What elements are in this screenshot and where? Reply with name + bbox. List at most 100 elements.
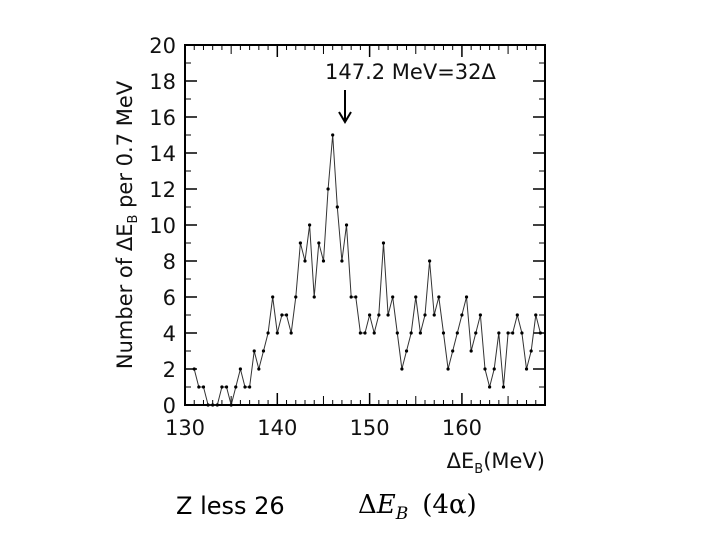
data-point	[386, 313, 390, 317]
data-point	[234, 385, 238, 389]
y-tick-label: 12	[149, 178, 176, 202]
caption-left: Z less 26	[176, 492, 285, 520]
y-tick-label: 10	[149, 214, 176, 238]
caption-paren: (4α)	[422, 490, 477, 520]
data-point	[201, 385, 206, 389]
x-tick-label: 160	[442, 416, 482, 440]
data-point	[400, 367, 404, 371]
y-tick-label: 8	[163, 250, 176, 274]
data-point	[238, 367, 242, 371]
y-tick-label: 14	[149, 142, 176, 166]
caption-var: E	[376, 490, 396, 520]
data-point	[363, 331, 367, 335]
data-point	[497, 331, 501, 335]
data-point	[215, 403, 219, 407]
data-point	[271, 295, 275, 299]
x-tick-label: 130	[165, 416, 205, 440]
data-point	[331, 133, 335, 137]
data-point	[257, 367, 261, 371]
data-point	[423, 313, 427, 317]
data-point	[335, 205, 339, 209]
x-axis-title: ΔEB(MeV)	[447, 449, 545, 477]
x-tick-label: 150	[350, 416, 390, 440]
data-point	[220, 385, 224, 389]
data-point	[506, 331, 510, 335]
data-point	[261, 349, 266, 353]
data-point	[317, 241, 321, 245]
data-point	[451, 349, 455, 353]
data-point	[538, 331, 542, 335]
data-point	[520, 331, 524, 335]
data-point	[478, 313, 482, 317]
data-point	[418, 331, 422, 335]
data-point	[224, 385, 229, 389]
peak-arrow	[338, 90, 352, 124]
data-point	[409, 331, 413, 335]
y-tick-label: 4	[163, 322, 176, 346]
data-point	[492, 367, 496, 371]
series-line	[193, 134, 541, 407]
data-point	[211, 403, 215, 407]
caption-right: ΔEB (4α)	[358, 490, 477, 524]
y-tick-label: 6	[163, 286, 176, 310]
data-point	[308, 223, 312, 227]
data-point	[441, 331, 446, 335]
data-point	[404, 349, 409, 353]
y-tick-label: 20	[149, 34, 176, 58]
data-point	[243, 385, 247, 389]
data-point	[381, 241, 386, 245]
peak-annotation: 147.2 MeV=32Δ	[325, 60, 497, 84]
data-point	[501, 385, 506, 389]
data-point	[289, 331, 293, 335]
data-point	[229, 403, 233, 407]
data-point	[372, 331, 376, 335]
ticks	[184, 44, 545, 406]
data-point	[280, 313, 284, 317]
y-tick-label: 0	[163, 394, 176, 418]
data-point	[321, 259, 326, 263]
data-point	[534, 313, 538, 317]
data-point	[414, 295, 418, 299]
plot-frame	[184, 44, 546, 406]
data-point	[455, 331, 459, 335]
data-point	[437, 295, 441, 299]
data-point	[483, 367, 487, 371]
data-point	[432, 313, 436, 317]
data-point	[340, 259, 344, 263]
caption-delta: Δ	[358, 490, 377, 520]
data-point	[275, 331, 279, 335]
data-point	[197, 385, 201, 389]
data-point	[326, 187, 330, 191]
series-points	[192, 133, 542, 407]
data-point	[266, 331, 270, 335]
data-point	[206, 403, 210, 407]
y-axis-title: Number of ΔEB per 0.7 MeV	[113, 80, 141, 369]
data-point	[488, 385, 492, 389]
y-tick-labels: 0 2 4 6 8 10 12 14 16 18 20	[149, 34, 176, 418]
data-point	[515, 313, 519, 317]
data-point	[391, 295, 395, 299]
data-point	[368, 313, 372, 317]
x-tick-labels: 130 140 150 160	[165, 416, 482, 440]
data-point	[464, 295, 469, 299]
data-point	[428, 259, 432, 263]
data-point	[529, 349, 533, 353]
data-point	[303, 259, 307, 263]
y-tick-label: 18	[149, 70, 176, 94]
data-point	[474, 331, 478, 335]
data-point	[252, 349, 256, 353]
data-point	[284, 313, 289, 317]
data-point	[358, 331, 362, 335]
data-point	[460, 313, 464, 317]
data-point	[395, 331, 399, 335]
data-point	[248, 385, 252, 389]
data-point	[312, 295, 316, 299]
data-point	[298, 241, 302, 245]
data-point	[469, 349, 473, 353]
data-point	[349, 295, 353, 299]
y-tick-label: 16	[149, 106, 176, 130]
data-point	[377, 313, 381, 317]
caption-sub: B	[395, 504, 409, 525]
data-point	[354, 295, 358, 299]
data-point	[294, 295, 298, 299]
